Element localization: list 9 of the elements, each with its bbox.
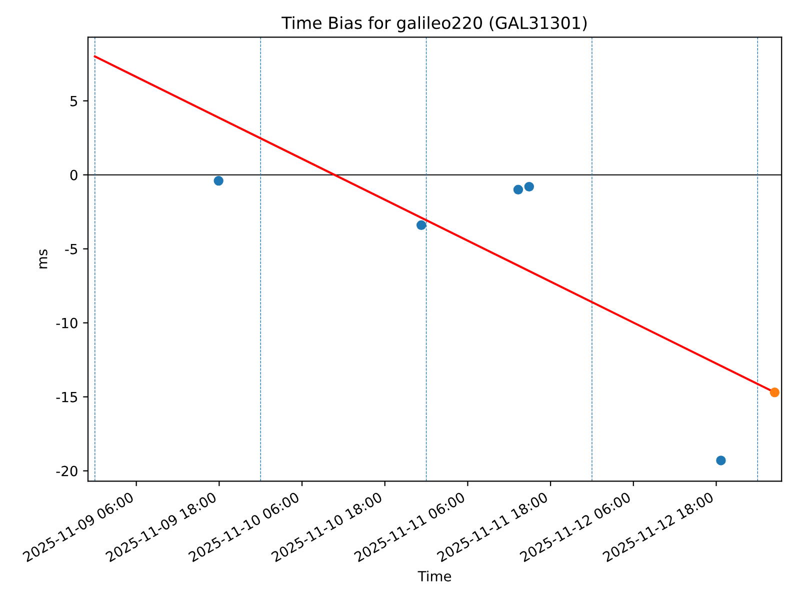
y-axis-title: ms bbox=[39, 249, 48, 268]
y-tick-label: -20 bbox=[56, 466, 78, 476]
y-tick-label: 0 bbox=[70, 170, 78, 180]
chart-title: Time Bias for galileo220 (GAL31301) bbox=[282, 16, 587, 32]
y-tick-label: -10 bbox=[56, 318, 78, 328]
y-tick-label: -5 bbox=[65, 244, 78, 254]
y-tick-label: 5 bbox=[70, 96, 78, 106]
x-axis-title: Time bbox=[418, 570, 452, 582]
y-tick-label: -15 bbox=[56, 392, 78, 402]
